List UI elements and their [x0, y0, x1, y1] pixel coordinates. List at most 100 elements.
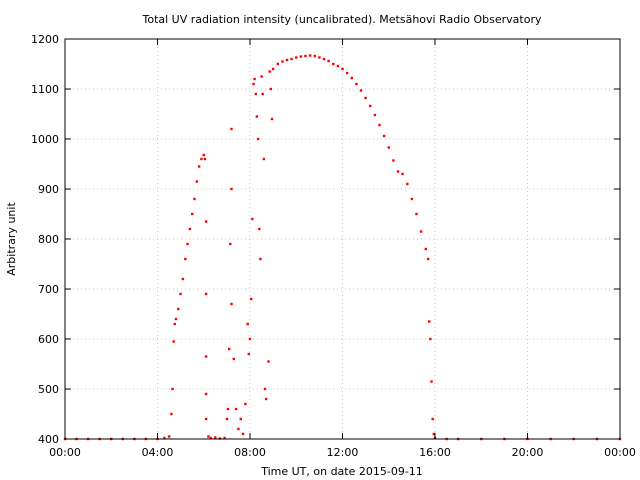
data-point — [336, 64, 340, 68]
x-tick-label: 20:00 — [512, 446, 544, 459]
data-point — [378, 123, 381, 127]
data-point — [419, 230, 423, 233]
y-tick-labels: 400 500 600 700 800 900 1000 1100 1200 — [31, 33, 59, 446]
data-point — [327, 59, 330, 63]
data-point — [184, 257, 187, 261]
data-point — [239, 417, 242, 421]
data-point — [228, 347, 231, 351]
data-point — [247, 352, 250, 356]
data-point — [186, 242, 189, 246]
x-tick-label: 16:00 — [419, 446, 451, 459]
data-point — [234, 407, 238, 411]
data-point — [173, 322, 176, 326]
data-point — [248, 337, 252, 341]
data-point — [258, 227, 261, 231]
y-axis-label: Arbitrary unit — [5, 202, 18, 276]
data-point — [229, 242, 232, 246]
data-point — [204, 355, 208, 358]
data-point — [203, 157, 207, 161]
data-point — [163, 436, 166, 440]
data-point — [167, 435, 171, 438]
y-tick-label: 1000 — [31, 133, 59, 146]
data-point — [200, 157, 203, 161]
data-point — [209, 436, 212, 440]
data-point — [254, 92, 257, 96]
data-point — [195, 180, 198, 183]
data-point — [392, 159, 395, 162]
data-point — [246, 322, 249, 326]
data-point — [252, 82, 255, 86]
y-tick-label: 900 — [38, 183, 59, 196]
data-point — [204, 417, 208, 421]
data-point — [237, 427, 240, 431]
data-point — [232, 357, 235, 361]
data-point — [255, 115, 259, 118]
data-point — [350, 76, 353, 80]
data-point — [304, 54, 307, 58]
data-point — [276, 62, 279, 66]
data-point — [424, 247, 427, 251]
data-point — [299, 55, 303, 58]
x-tick-label: 12:00 — [327, 446, 359, 459]
data-point — [223, 436, 226, 440]
data-point — [396, 170, 400, 173]
data-point — [373, 113, 377, 117]
data-point — [191, 212, 194, 216]
x-axis-label: Time UT, on date 2015-09-11 — [260, 465, 423, 478]
y-tick-label: 1200 — [31, 33, 59, 46]
data-point — [261, 92, 264, 96]
data-point — [204, 220, 208, 223]
data-point — [271, 67, 275, 71]
data-point — [428, 320, 431, 323]
data-point — [177, 307, 180, 311]
data-point — [230, 127, 233, 131]
data-point — [230, 302, 233, 306]
data-point — [415, 212, 418, 216]
x-tick-label: 08:00 — [234, 446, 266, 459]
data-point — [262, 157, 266, 161]
data-point — [355, 82, 358, 86]
data-point — [226, 407, 230, 411]
data-point — [285, 58, 289, 62]
data-point — [318, 56, 321, 59]
y-tick-label: 800 — [38, 233, 59, 246]
data-point — [214, 436, 217, 439]
data-point — [401, 172, 404, 176]
data-point — [295, 56, 298, 59]
data-point — [290, 57, 293, 61]
data-point — [253, 77, 256, 81]
data-point — [256, 137, 260, 141]
data-point — [345, 71, 349, 75]
y-tick-label: 400 — [38, 433, 59, 446]
data-point — [265, 397, 268, 401]
x-tick-label: 04:00 — [142, 446, 174, 459]
y-tick-label: 1100 — [31, 83, 59, 96]
data-point — [181, 277, 185, 281]
data-point — [406, 182, 409, 186]
data-point — [188, 227, 192, 231]
data-point — [260, 75, 263, 78]
data-point — [430, 380, 433, 383]
data-point — [359, 89, 363, 92]
data-point — [270, 117, 274, 121]
data-point — [174, 317, 178, 321]
data-point — [429, 337, 432, 341]
data-point — [230, 187, 233, 191]
y-tick-label: 600 — [38, 333, 59, 346]
data-point — [225, 417, 229, 421]
data-point — [332, 62, 335, 66]
data-point — [170, 412, 173, 416]
chart-title: Total UV radiation intensity (uncalibrat… — [142, 13, 542, 26]
data-point — [268, 70, 271, 73]
data-point — [202, 153, 205, 157]
data-point — [426, 257, 430, 261]
data-point — [364, 96, 367, 100]
data-point — [244, 402, 247, 406]
data-point — [197, 165, 201, 168]
data-point — [269, 87, 272, 91]
axis-ticks — [64, 38, 621, 440]
data-point — [313, 54, 316, 58]
data-point — [322, 57, 326, 61]
data-point — [382, 134, 386, 138]
